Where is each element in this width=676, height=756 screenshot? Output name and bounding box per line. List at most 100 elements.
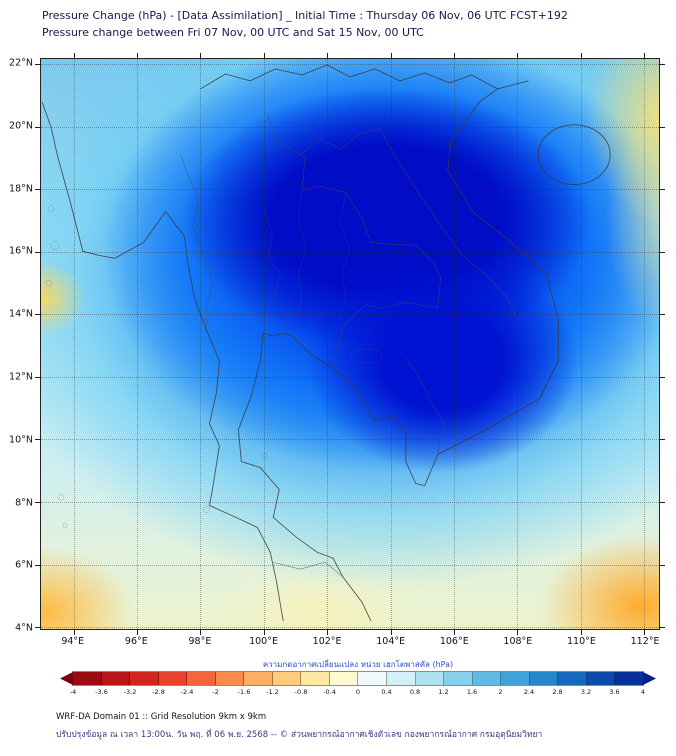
x-tick-mark: [327, 630, 329, 635]
colorbar-segment: [586, 672, 616, 685]
y-tick-label: 10°N: [9, 434, 33, 446]
colorbar-tick-label: -2: [212, 688, 219, 696]
colorbar-tick-label: 3.6: [609, 688, 620, 696]
colorbar-tick-label: -0.4: [323, 688, 336, 696]
x-tick-mark: [137, 630, 139, 635]
colorbar-tick-label: 2.4: [523, 688, 535, 696]
y-tick-mark: [35, 439, 40, 441]
coastline-overlay: [41, 64, 611, 622]
colorbar-segment: [472, 672, 502, 685]
x-tick-mark: [137, 53, 139, 58]
colorbar: [60, 671, 656, 686]
y-tick-mark: [660, 501, 665, 503]
coastline-gulf-vietnam: [237, 80, 559, 622]
colorbar-segment: [387, 672, 416, 685]
colorbar-tick-label: 0: [355, 688, 361, 696]
gridline-h: [41, 189, 659, 191]
colorbar-segment: [301, 672, 330, 685]
colorbar-tick-label: 1.2: [438, 688, 449, 696]
y-tick-mark: [660, 189, 665, 191]
gridline-v: [137, 59, 139, 629]
colorbar-segment: [101, 672, 131, 685]
y-tick-mark: [35, 126, 40, 128]
y-tick-mark: [660, 314, 665, 316]
x-tick-label: 96°E: [124, 636, 148, 647]
footer-domain-info: WRF-DA Domain 01 :: Grid Resolution 9km …: [56, 712, 267, 722]
island: [57, 494, 65, 501]
x-tick-mark: [644, 53, 646, 58]
colorbar-tick-label: 0.8: [409, 688, 421, 696]
province-boundary: [263, 208, 287, 335]
colorbar-segment: [415, 672, 445, 685]
y-tick-label: 16°N: [9, 245, 33, 257]
y-tick-mark: [660, 126, 665, 128]
y-tick-mark: [35, 314, 40, 316]
province-boundary: [337, 192, 351, 321]
border-thailand-myanmar: [180, 153, 213, 331]
x-tick-mark: [517, 630, 519, 635]
border-mekong-laos: [265, 113, 442, 368]
island: [62, 523, 68, 528]
map-plot: [35, 53, 665, 635]
x-tick-mark: [390, 630, 392, 635]
colorbar-tick-label: -0.8: [294, 688, 308, 696]
island: [203, 506, 210, 513]
y-tick-label: 6°N: [15, 559, 33, 571]
colorbar-segment: [215, 672, 245, 685]
x-tick-mark: [453, 630, 455, 635]
gridline-h: [41, 439, 659, 441]
x-tick-label: 104°E: [376, 636, 406, 647]
x-tick-label: 112°E: [630, 636, 660, 647]
gridline-h: [41, 376, 659, 378]
y-tick-mark: [660, 64, 665, 65]
grid-layer: [35, 53, 665, 635]
island: [47, 205, 55, 212]
colorbar-segment: [244, 672, 273, 685]
title-line-2: Pressure change between Fri 07 Nov, 00 U…: [42, 26, 424, 39]
colorbar-segment: [501, 672, 530, 685]
gridline-h: [41, 627, 659, 629]
x-tick-label: 100°E: [249, 636, 278, 647]
x-tick-mark: [390, 53, 392, 58]
colorbar-ticks: -4 -3.6 -3.2 -2.8 -2.4 -2 -1.6 -1.2 -0.8 -0.4 0 0.4…: [70, 688, 646, 698]
x-axis: 94°E 96°E 98°E 100°E 102°E 104°E 106°E 108°E 110…: [40, 633, 660, 649]
colorbar-tick-label: -1.6: [237, 688, 251, 696]
x-tick-label: 106°E: [439, 636, 469, 647]
colorbar-segment: [558, 672, 587, 685]
x-tick-label: 98°E: [188, 636, 212, 647]
colorbar-tick-label: -1.2: [266, 688, 279, 696]
gridline-h: [41, 314, 659, 316]
colorbar-segment: [358, 672, 388, 685]
pressure-change-field: [41, 59, 659, 629]
x-tick-mark: [517, 53, 519, 58]
colorbar-left-arrow: [60, 672, 73, 685]
colorbar-tick-label: -3.6: [95, 688, 108, 696]
border-cambodia-vietnam: [405, 357, 445, 455]
x-tick-mark: [580, 630, 582, 635]
colorbar-segment: [444, 672, 473, 685]
colorbar-label: ความกดอากาศเปลี่ยนแปลง หน่วย เฮกโตพาสคัล…: [262, 660, 454, 669]
x-tick-mark: [73, 53, 75, 58]
gridline-v: [580, 59, 582, 629]
y-tick-label: 8°N: [15, 497, 33, 509]
x-tick-label: 94°E: [61, 636, 85, 647]
gridline-v: [73, 59, 75, 629]
island: [50, 241, 60, 250]
colorbar-tick-label: 4: [640, 688, 646, 696]
gridline-h: [41, 251, 659, 253]
colorbar-tick-label: 1.6: [466, 688, 478, 696]
y-tick-label: 12°N: [9, 371, 33, 383]
y-tick-label: 14°N: [9, 308, 33, 320]
gridline-v: [453, 59, 455, 629]
colorbar-body: [72, 671, 644, 686]
island: [45, 279, 53, 287]
x-tick-label: 108°E: [503, 636, 533, 647]
gridline-v: [390, 59, 392, 629]
colorbar-segment: [187, 672, 216, 685]
colorbar-tick-label: 2.8: [552, 688, 563, 696]
y-tick-mark: [660, 251, 665, 253]
gridline-v: [263, 59, 265, 629]
coastline-west: [41, 101, 284, 622]
tonle-sap-lake: [350, 348, 384, 364]
